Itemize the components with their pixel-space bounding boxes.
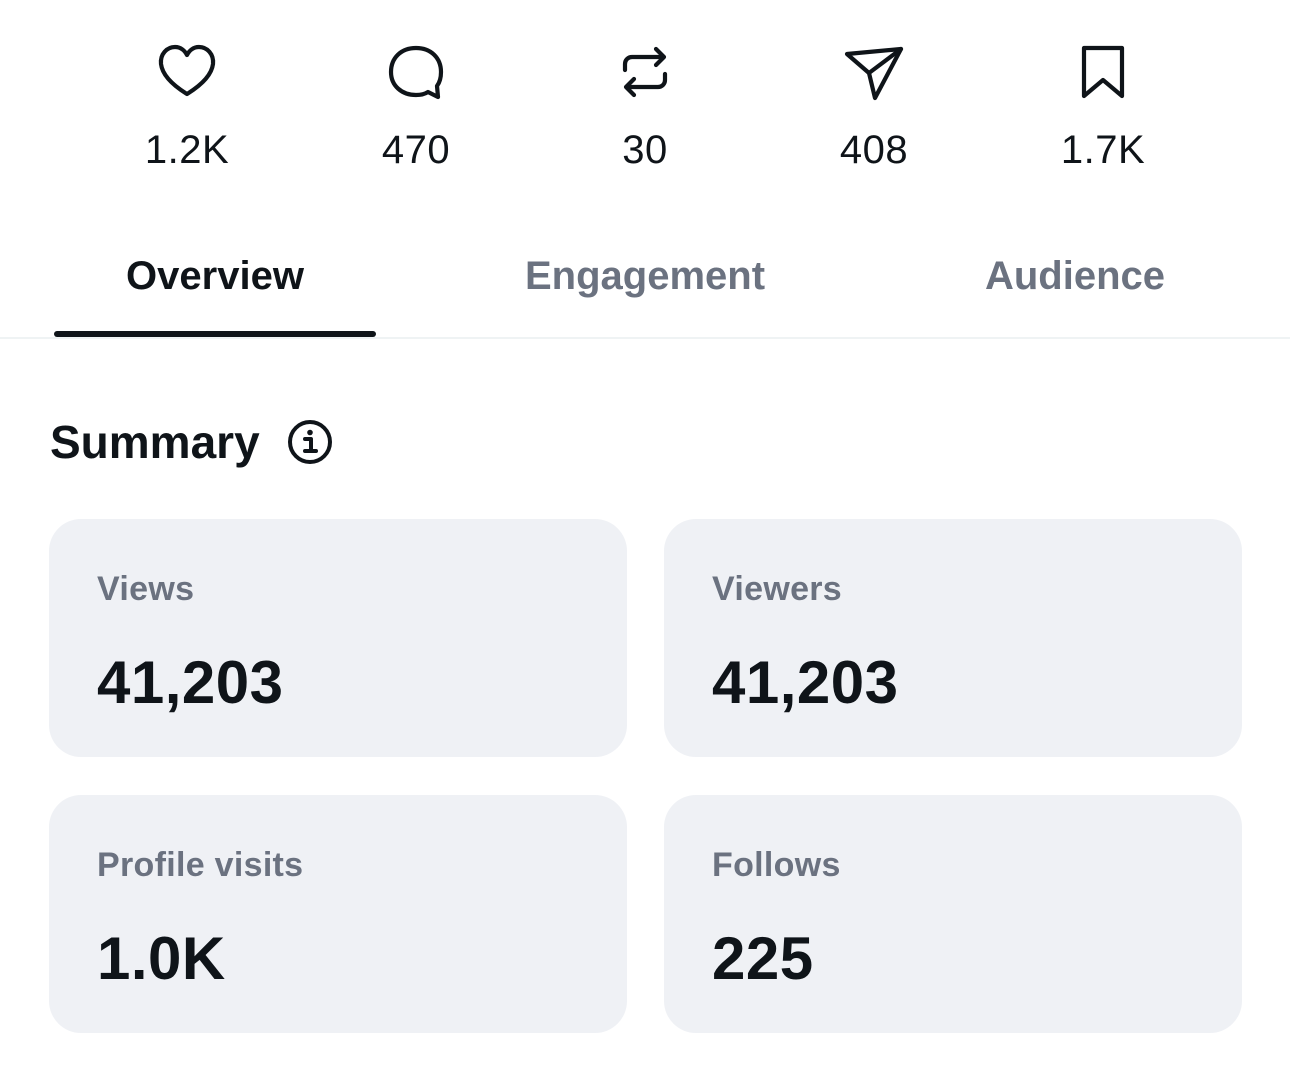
info-icon[interactable] (286, 418, 334, 466)
tab-engagement[interactable]: Engagement (524, 253, 766, 298)
profile-visits-card: Profile visits 1.0K (49, 795, 627, 1033)
bookmark-count: 1.7K (1060, 128, 1146, 172)
views-value: 41,203 (97, 649, 284, 716)
share-count: 408 (839, 128, 909, 172)
repost-count: 30 (622, 128, 668, 172)
repost-button[interactable]: 30 (545, 40, 745, 174)
repost-icon (622, 46, 668, 98)
like-count: 1.2K (144, 128, 230, 172)
share-icon (844, 46, 904, 101)
bookmark-icon (1081, 45, 1125, 99)
engagement-bar: 1.2K 470 30 408 1.7K (0, 0, 1290, 200)
analytics-tabs: Overview Engagement Audience (0, 215, 1290, 339)
summary-header: Summary (50, 410, 334, 474)
viewers-value: 41,203 (712, 649, 899, 716)
profile-visits-label: Profile visits (97, 846, 304, 884)
tab-audience[interactable]: Audience (984, 253, 1166, 298)
views-label: Views (97, 570, 195, 608)
share-button[interactable]: 408 (774, 40, 974, 174)
reply-count: 470 (381, 128, 451, 172)
comment-icon (388, 45, 444, 100)
summary-title: Summary (50, 416, 260, 468)
tab-overview[interactable]: Overview (126, 253, 304, 298)
follows-value: 225 (712, 925, 814, 992)
active-tab-indicator (54, 331, 376, 337)
viewers-card: Viewers 41,203 (664, 519, 1242, 757)
follows-card: Follows 225 (664, 795, 1242, 1033)
viewers-label: Viewers (712, 570, 843, 608)
heart-icon (158, 44, 216, 97)
bookmark-button[interactable]: 1.7K (1003, 40, 1203, 174)
views-card: Views 41,203 (49, 519, 627, 757)
profile-visits-value: 1.0K (97, 925, 226, 992)
follows-label: Follows (712, 846, 841, 884)
reply-button[interactable]: 470 (316, 40, 516, 174)
like-button[interactable]: 1.2K (87, 40, 287, 174)
